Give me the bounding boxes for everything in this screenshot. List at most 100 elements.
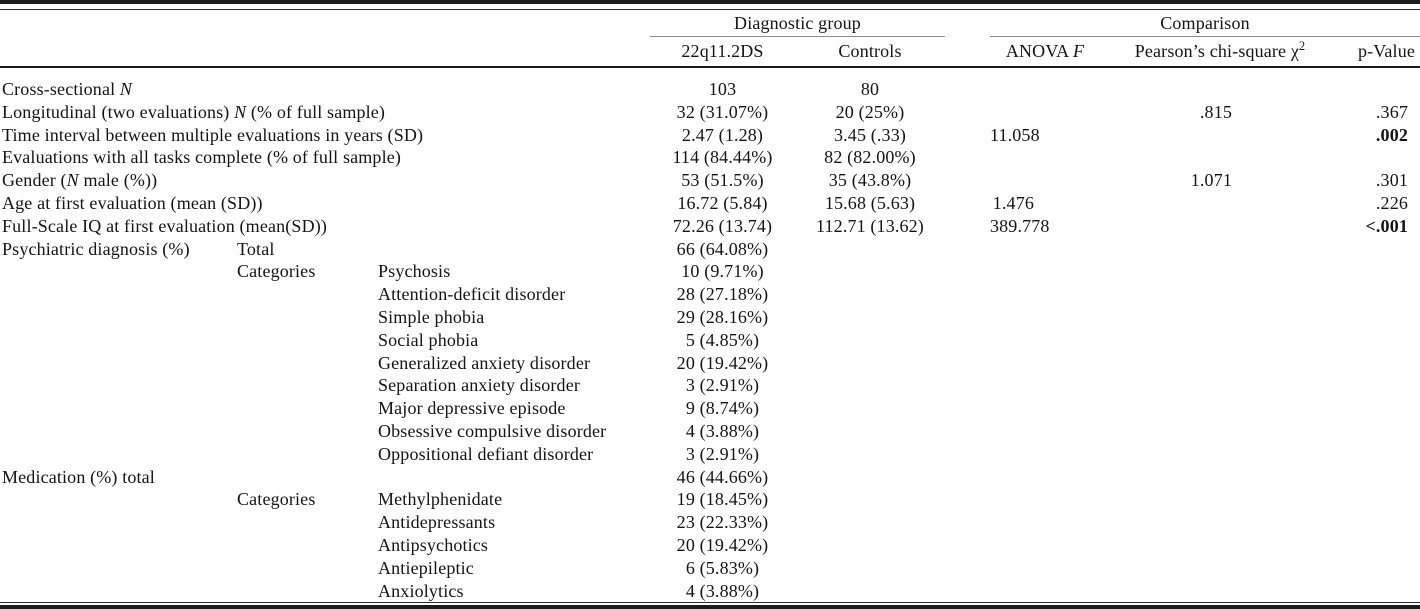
table-row: Longitudinal (two evaluations) N (% of f… bbox=[0, 101, 1420, 124]
value-cell-22q112ds: 4 (3.88%) bbox=[685, 420, 760, 441]
table-row: Generalized anxiety disorder 20 (19.42%) bbox=[0, 352, 1420, 375]
value-cell-anova-f bbox=[990, 238, 1100, 261]
row-label-cell: Time interval between multiple evaluatio… bbox=[2, 124, 424, 145]
row-label-cell: Cross-sectional N bbox=[2, 79, 133, 99]
column-gap bbox=[945, 557, 990, 580]
row-category-cell bbox=[378, 124, 650, 147]
row-category-cell: Antidepressants bbox=[378, 512, 496, 533]
row-label-cell bbox=[0, 443, 237, 466]
value-cell-controls bbox=[795, 238, 945, 261]
row-label-cell bbox=[0, 420, 237, 443]
table-row: Antipsychotics 20 (19.42%) bbox=[0, 534, 1420, 557]
value-cell-chi-square bbox=[1100, 306, 1340, 329]
table-row: Anxiolytics 4 (3.88%) bbox=[0, 580, 1420, 603]
table-row: Cross-sectional N 103 80 bbox=[0, 78, 1420, 101]
column-gap bbox=[945, 511, 990, 534]
value-cell-chi-square bbox=[1100, 352, 1340, 375]
row-group-cell bbox=[237, 329, 378, 352]
table-top-rule-thick bbox=[0, 0, 1420, 4]
value-cell-controls: 80 bbox=[860, 79, 880, 99]
value-cell-controls bbox=[795, 443, 945, 466]
value-cell-chi-square bbox=[1100, 329, 1340, 352]
row-group-cell bbox=[237, 169, 378, 192]
value-cell-p-value bbox=[1340, 511, 1420, 534]
value-cell-22q112ds: 3 (2.91%) bbox=[685, 443, 760, 464]
value-cell-p-value bbox=[1340, 352, 1420, 375]
row-category-cell: Separation anxiety disorder bbox=[378, 375, 580, 396]
comparison-spanner: Comparison bbox=[990, 13, 1420, 37]
row-label-cell: Gender (N male (%)) bbox=[2, 170, 158, 191]
column-header-anova-f: ANOVA F bbox=[1005, 41, 1085, 61]
table-row: Medication (%) total 46 (44.66%) bbox=[0, 466, 1420, 489]
value-cell-controls: 3.45 (.33) bbox=[834, 124, 906, 145]
row-category-cell: Methylphenidate bbox=[378, 489, 503, 510]
value-cell-22q112ds: 114 (84.44%) bbox=[672, 147, 773, 168]
value-cell-p-value bbox=[1340, 580, 1420, 603]
value-cell-controls bbox=[795, 352, 945, 375]
value-cell-p-value bbox=[1340, 306, 1420, 329]
row-category-cell bbox=[378, 238, 650, 261]
table-column-header-row: 22q11.2DS Controls ANOVA F Pearson’s chi… bbox=[0, 37, 1420, 66]
column-gap bbox=[945, 146, 990, 169]
value-cell-p-value bbox=[1340, 238, 1420, 261]
column-gap bbox=[945, 215, 990, 238]
value-cell-chi-square bbox=[1100, 146, 1340, 169]
value-cell-anova-f bbox=[990, 352, 1100, 375]
value-cell-chi-square bbox=[1100, 397, 1340, 420]
value-cell-chi-square bbox=[1100, 580, 1340, 603]
row-category-cell bbox=[378, 101, 650, 124]
comparison-label: Comparison bbox=[1160, 13, 1250, 33]
value-cell-22q112ds: 23 (22.33%) bbox=[676, 512, 769, 533]
value-cell-22q112ds: 9 (8.74%) bbox=[685, 398, 760, 419]
row-category-cell bbox=[378, 169, 650, 192]
value-cell-controls bbox=[795, 397, 945, 420]
value-cell-22q112ds: 32 (31.07%) bbox=[676, 101, 769, 122]
column-header-chi-square: Pearson’s chi-square χ2 bbox=[1134, 39, 1306, 61]
value-cell-p-value bbox=[1340, 374, 1420, 397]
value-cell-22q112ds: 46 (44.66%) bbox=[676, 466, 769, 487]
table-row: Separation anxiety disorder 3 (2.91%) bbox=[0, 374, 1420, 397]
table-header-rule bbox=[0, 66, 1420, 68]
column-gap bbox=[945, 329, 990, 352]
value-cell-22q112ds: 3 (2.91%) bbox=[685, 375, 760, 396]
value-cell-anova-f: 1.476 bbox=[992, 192, 1034, 213]
column-gap bbox=[945, 534, 990, 557]
row-label-cell bbox=[0, 397, 237, 420]
row-label-cell: Age at first evaluation (mean (SD)) bbox=[2, 192, 263, 213]
table-row: Full-Scale IQ at first evaluation (mean(… bbox=[0, 215, 1420, 238]
value-cell-anova-f bbox=[990, 306, 1100, 329]
value-cell-22q112ds: 28 (27.18%) bbox=[676, 284, 769, 305]
column-header-controls: Controls bbox=[838, 41, 902, 61]
value-cell-anova-f bbox=[990, 466, 1100, 489]
table-row: Time interval between multiple evaluatio… bbox=[0, 124, 1420, 147]
table-row: Antidepressants 23 (22.33%) bbox=[0, 511, 1420, 534]
value-cell-p-value bbox=[1340, 397, 1420, 420]
value-cell-chi-square bbox=[1100, 374, 1340, 397]
column-gap bbox=[945, 397, 990, 420]
value-cell-controls: 15.68 (5.63) bbox=[824, 192, 916, 213]
row-group-cell bbox=[237, 283, 378, 306]
value-cell-22q112ds: 72.26 (13.74) bbox=[672, 215, 773, 236]
value-cell-chi-square bbox=[1100, 124, 1340, 147]
column-gap bbox=[945, 283, 990, 306]
column-gap bbox=[945, 192, 990, 215]
row-category-cell: Anxiolytics bbox=[378, 580, 464, 601]
table-row: Simple phobia 29 (28.16%) bbox=[0, 306, 1420, 329]
row-group-cell bbox=[237, 215, 378, 238]
column-gap bbox=[945, 124, 990, 147]
table-row: Age at first evaluation (mean (SD)) 16.72… bbox=[0, 192, 1420, 215]
value-cell-chi-square bbox=[1100, 238, 1340, 261]
column-gap bbox=[945, 78, 990, 101]
value-cell-22q112ds: 20 (19.42%) bbox=[676, 534, 769, 555]
value-cell-anova-f bbox=[990, 169, 1100, 192]
value-cell-p-value bbox=[1340, 443, 1420, 466]
value-cell-anova-f bbox=[990, 329, 1100, 352]
value-cell-controls bbox=[795, 283, 945, 306]
row-label-cell bbox=[0, 374, 237, 397]
row-group-cell bbox=[237, 511, 378, 534]
row-group-cell bbox=[237, 192, 378, 215]
value-cell-anova-f bbox=[990, 260, 1100, 283]
value-cell-p-value bbox=[1340, 78, 1420, 101]
table-row: Attention-deficit disorder 28 (27.18%) bbox=[0, 283, 1420, 306]
